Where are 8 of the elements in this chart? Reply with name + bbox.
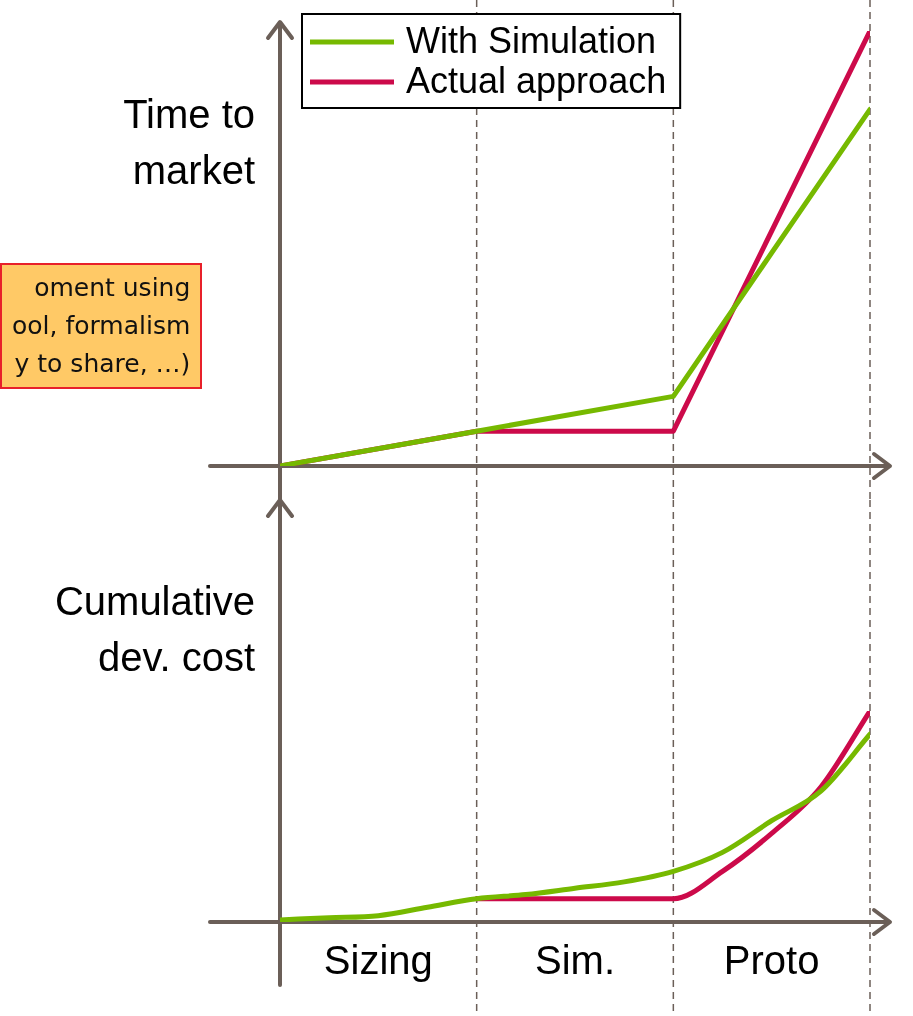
legend-label: With Simulation [406,19,657,61]
legend-label: Actual approach [406,59,667,101]
y-axis-title: Time to market [123,92,255,192]
text: oment using ool, formalism y to share, …) [0,263,203,389]
text: Sim. [535,938,615,983]
text: Proto [723,938,820,983]
text: Sizing [323,938,433,983]
y-axis-title: Cumulative dev. cost [54,579,255,679]
